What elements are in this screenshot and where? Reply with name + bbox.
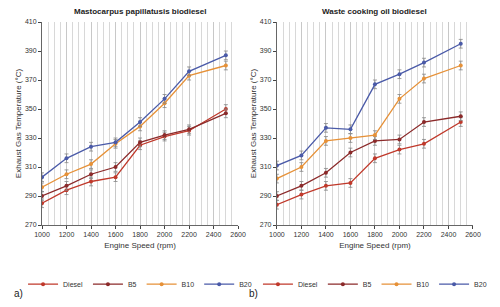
svg-text:390: 390 — [260, 47, 272, 54]
svg-text:270: 270 — [260, 221, 272, 228]
svg-text:1000: 1000 — [269, 231, 285, 238]
svg-text:2000: 2000 — [157, 231, 173, 238]
svg-text:1600: 1600 — [108, 231, 124, 238]
svg-text:Diesel: Diesel — [63, 281, 83, 288]
svg-text:Engine Speed (rpm): Engine Speed (rpm) — [339, 241, 411, 250]
svg-text:B10: B10 — [417, 281, 430, 288]
svg-text:Diesel: Diesel — [298, 281, 318, 288]
svg-text:290: 290 — [25, 192, 37, 199]
svg-text:310: 310 — [260, 163, 272, 170]
svg-text:350: 350 — [260, 105, 272, 112]
svg-text:330: 330 — [260, 134, 272, 141]
svg-text:370: 370 — [25, 76, 37, 83]
svg-text:1600: 1600 — [343, 231, 359, 238]
svg-text:B10: B10 — [182, 281, 195, 288]
svg-text:370: 370 — [260, 76, 272, 83]
svg-text:Exhaust Gas Temperature (°C): Exhaust Gas Temperature (°C) — [249, 69, 258, 179]
svg-text:270: 270 — [25, 221, 37, 228]
svg-text:1000: 1000 — [34, 231, 50, 238]
svg-text:2200: 2200 — [416, 231, 432, 238]
svg-text:Mastocarpus papillatusis biodi: Mastocarpus papillatusis biodiesel — [74, 7, 206, 16]
svg-text:2400: 2400 — [441, 231, 457, 238]
svg-text:410: 410 — [25, 18, 37, 25]
svg-text:2200: 2200 — [181, 231, 197, 238]
svg-text:290: 290 — [260, 192, 272, 199]
svg-text:410: 410 — [260, 18, 272, 25]
svg-text:1200: 1200 — [294, 231, 310, 238]
svg-text:310: 310 — [25, 163, 37, 170]
svg-text:2400: 2400 — [206, 231, 222, 238]
svg-text:2600: 2600 — [230, 231, 246, 238]
svg-text:B5: B5 — [128, 281, 137, 288]
svg-text:2600: 2600 — [465, 231, 481, 238]
svg-text:1400: 1400 — [83, 231, 99, 238]
svg-text:a): a) — [14, 288, 23, 299]
svg-text:1400: 1400 — [318, 231, 334, 238]
svg-text:b): b) — [249, 288, 258, 299]
svg-text:B20: B20 — [239, 281, 252, 288]
svg-text:2000: 2000 — [392, 231, 408, 238]
svg-text:390: 390 — [25, 47, 37, 54]
svg-text:350: 350 — [25, 105, 37, 112]
svg-text:B5: B5 — [363, 281, 372, 288]
svg-text:Exhaust Gas Temperature (°C): Exhaust Gas Temperature (°C) — [14, 69, 23, 179]
svg-text:1800: 1800 — [132, 231, 148, 238]
svg-text:Engine Speed (rpm): Engine Speed (rpm) — [104, 241, 176, 250]
svg-text:1200: 1200 — [59, 231, 75, 238]
svg-text:1800: 1800 — [367, 231, 383, 238]
svg-text:B20: B20 — [474, 281, 487, 288]
svg-text:330: 330 — [25, 134, 37, 141]
svg-text:Waste cooking oil biodiesel: Waste cooking oil biodiesel — [322, 7, 427, 16]
